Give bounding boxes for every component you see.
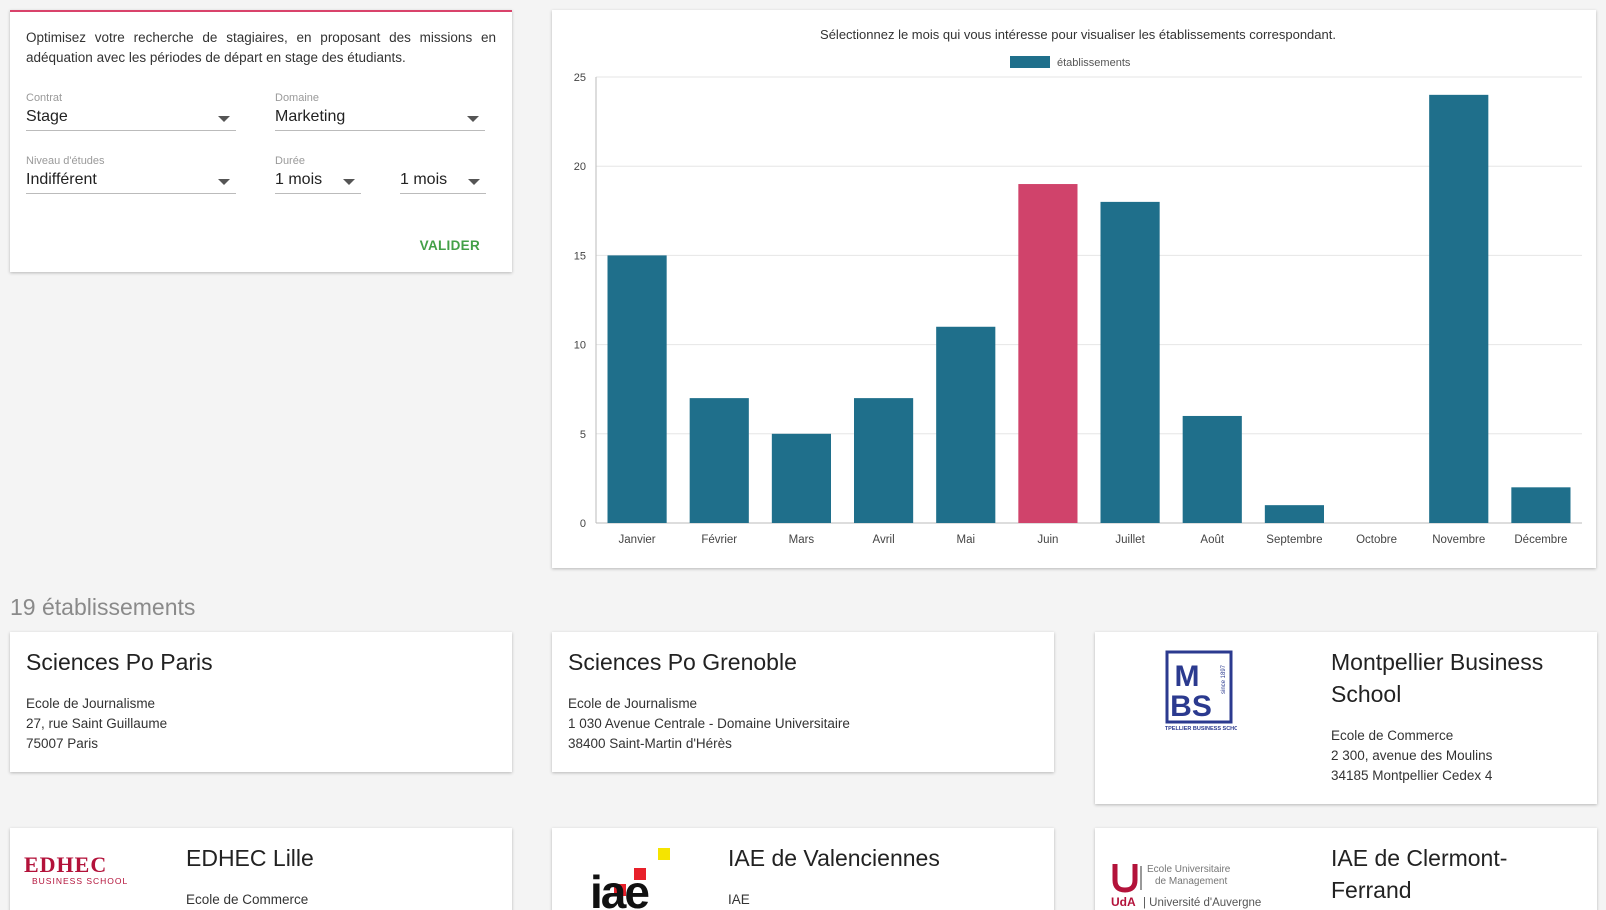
x-tick-label[interactable]: Décembre: [1514, 534, 1567, 546]
establishment-name: EDHEC Lille: [186, 845, 314, 871]
niveau-label: Niveau d'études: [26, 155, 105, 167]
bar-mai[interactable]: [936, 326, 996, 523]
svg-text:EDHEC: EDHEC: [24, 852, 107, 877]
chart-title: Sélectionnez le mois qui vous intéresse …: [820, 27, 1336, 42]
establishment-name: Sciences Po Paris: [26, 649, 213, 675]
x-tick-label[interactable]: Avril: [873, 534, 895, 546]
mbs-logo: M BS since 1897 MONTPELLIER BUSINESS SCH…: [1165, 650, 1237, 732]
x-tick-label[interactable]: Juin: [1037, 534, 1058, 546]
x-tick-label[interactable]: Janvier: [619, 534, 656, 546]
establishment-city: 38400 Saint-Martin d'Hérès: [568, 736, 732, 751]
y-tick-label: 25: [574, 72, 586, 84]
establishment-type: Ecole de Journalisme: [26, 696, 156, 711]
legend-label: établissements: [1057, 57, 1131, 69]
niveau-value: Indifférent: [26, 171, 97, 188]
edhec-logo: EDHEC BUSINESS SCHOOL: [24, 852, 128, 886]
bar-novembre[interactable]: [1429, 94, 1489, 523]
svg-text:MONTPELLIER BUSINESS SCHOOL: MONTPELLIER BUSINESS SCHOOL: [1165, 726, 1237, 732]
bar-janvier[interactable]: [607, 255, 667, 523]
domaine-label: Domaine: [275, 92, 320, 104]
duree-min-select[interactable]: Durée 1 mois: [275, 155, 361, 194]
filters-intro: Optimisez votre recherche de stagiaires,…: [26, 30, 496, 65]
duree-max-value: 1 mois: [400, 171, 448, 188]
establishment-address: 2 300, avenue des Moulins: [1331, 748, 1493, 763]
svg-text:de Management: de Management: [1155, 876, 1227, 887]
domaine-select[interactable]: Domaine Marketing: [275, 92, 485, 131]
establishment-address: 1 030 Avenue Centrale - Domaine Universi…: [568, 716, 850, 731]
bar-juin[interactable]: [1018, 184, 1078, 524]
bar-septembre[interactable]: [1264, 505, 1324, 523]
bar-décembre[interactable]: [1511, 487, 1571, 523]
establishment-address: 27, rue Saint Guillaume: [26, 716, 168, 731]
svg-text:Ecole Universitaire: Ecole Universitaire: [1147, 864, 1231, 875]
establishment-card[interactable]: Ecole Universitaire de Management UdA | …: [1095, 828, 1597, 910]
uda-logo: Ecole Universitaire de Management UdA | …: [1111, 864, 1261, 909]
duree-max-select[interactable]: 1 mois: [400, 155, 486, 194]
x-tick-label[interactable]: Novembre: [1432, 534, 1485, 546]
duree-min-value: 1 mois: [275, 171, 323, 188]
chevron-down-icon: [218, 179, 230, 185]
x-tick-label[interactable]: Juillet: [1115, 534, 1145, 546]
valider-button[interactable]: VALIDER: [419, 238, 480, 253]
establishment-card[interactable]: M BS since 1897 MONTPELLIER BUSINESS SCH…: [1095, 632, 1597, 804]
svg-text:UdA: UdA: [1111, 895, 1136, 909]
months-bar-chart: Sélectionnez le mois qui vous intéresse …: [574, 27, 1582, 546]
establishment-card[interactable]: Sciences Po Paris Ecole de Journalisme 2…: [10, 632, 512, 772]
chart-card: Sélectionnez le mois qui vous intéresse …: [552, 10, 1596, 568]
contrat-select[interactable]: Contrat Stage: [26, 92, 236, 131]
establishment-city: 75007 Paris: [26, 736, 99, 751]
y-tick-label: 5: [580, 429, 586, 441]
x-tick-label[interactable]: Octobre: [1356, 534, 1397, 546]
establishment-type: Ecole de Commerce: [186, 892, 309, 907]
chevron-down-icon: [468, 179, 480, 185]
filters-card: Optimisez votre recherche de stagiaires,…: [10, 10, 512, 272]
results-count: 19 établissements: [10, 594, 196, 620]
y-tick-label: 10: [574, 340, 586, 352]
establishment-card[interactable]: iae IAE de Valenciennes IAE: [552, 828, 1054, 910]
niveau-select[interactable]: Niveau d'études Indifférent: [26, 155, 236, 194]
bar-mars[interactable]: [771, 433, 831, 523]
establishment-type: Ecole de Journalisme: [568, 696, 698, 711]
establishment-type: Ecole de Commerce: [1331, 728, 1454, 743]
svg-text:iae: iae: [590, 866, 649, 910]
bar-juillet[interactable]: [1100, 201, 1160, 523]
legend-swatch: [1010, 56, 1050, 68]
svg-text:since 1897: since 1897: [1221, 664, 1227, 694]
chevron-down-icon: [218, 116, 230, 122]
establishment-name: IAE de Clermont-Ferrand: [1331, 845, 1508, 903]
establishment-name: IAE de Valenciennes: [728, 845, 940, 871]
x-tick-label[interactable]: Août: [1200, 534, 1224, 546]
domaine-value: Marketing: [275, 108, 346, 125]
duree-label: Durée: [275, 155, 305, 167]
bar-août[interactable]: [1182, 415, 1242, 523]
establishment-name: Sciences Po Grenoble: [568, 649, 797, 675]
establishment-card[interactable]: EDHEC BUSINESS SCHOOL EDHEC Lille Ecole …: [10, 828, 512, 910]
y-tick-label: 20: [574, 161, 586, 173]
establishment-name: Montpellier Business School: [1331, 649, 1544, 707]
svg-text:| Université d'Auvergne: | Université d'Auvergne: [1143, 897, 1261, 909]
y-tick-label: 15: [574, 250, 586, 262]
chevron-down-icon: [343, 179, 355, 185]
establishment-type: IAE: [728, 892, 750, 907]
svg-text:BUSINESS SCHOOL: BUSINESS SCHOOL: [32, 876, 128, 886]
svg-text:M: M: [1175, 660, 1200, 693]
x-tick-label[interactable]: Mai: [956, 534, 975, 546]
x-tick-label[interactable]: Février: [701, 534, 737, 546]
iae-logo: iae: [590, 848, 670, 910]
contrat-label: Contrat: [26, 92, 63, 104]
x-tick-label[interactable]: Septembre: [1266, 534, 1322, 546]
bar-avril[interactable]: [854, 398, 914, 523]
svg-text:BS: BS: [1170, 690, 1212, 723]
establishment-city: 34185 Montpellier Cedex 4: [1331, 768, 1493, 783]
contrat-value: Stage: [26, 108, 68, 125]
chevron-down-icon: [467, 116, 479, 122]
y-tick-label: 0: [580, 518, 586, 530]
establishment-card[interactable]: Sciences Po Grenoble Ecole de Journalism…: [552, 632, 1054, 772]
x-tick-label[interactable]: Mars: [789, 534, 815, 546]
bar-février[interactable]: [689, 398, 749, 523]
